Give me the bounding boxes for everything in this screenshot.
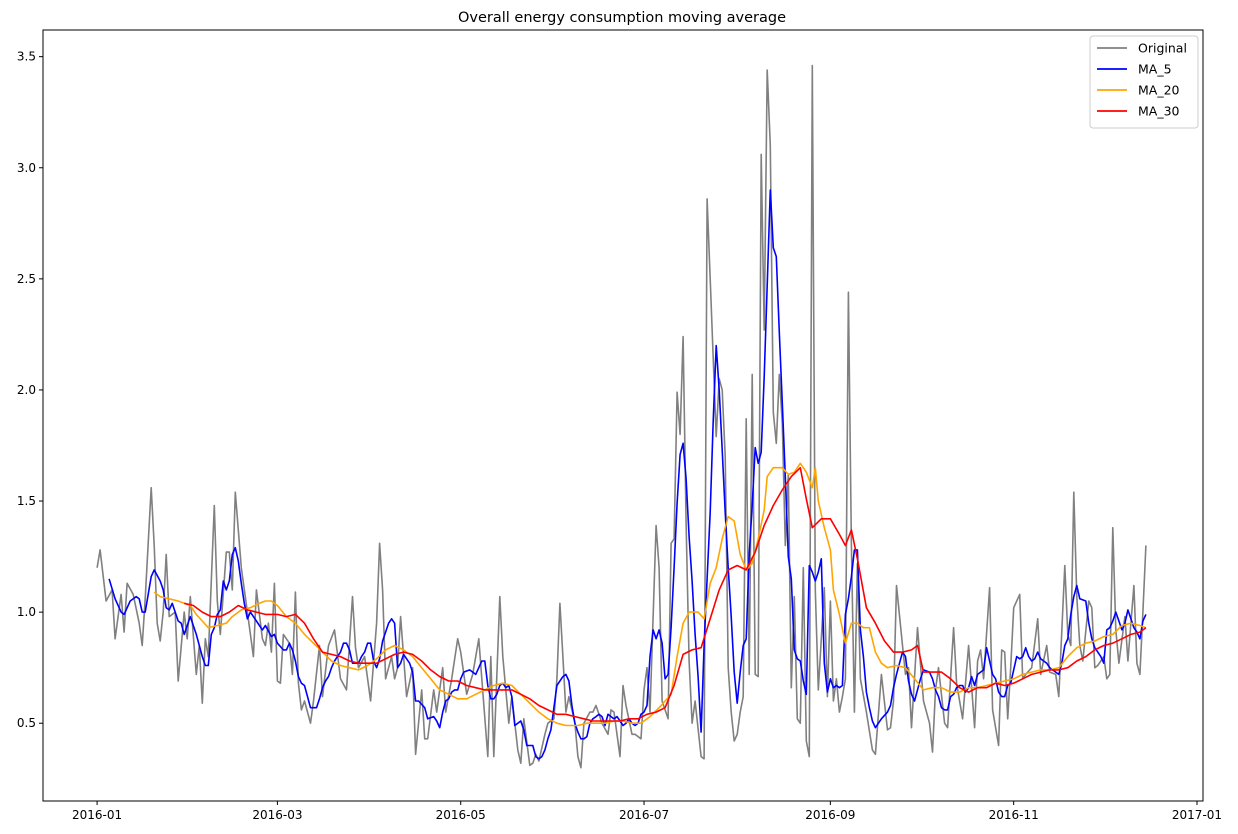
y-axis: 0.5 1.0 1.5 2.0 2.5 3.0 3.5: [17, 50, 43, 730]
y-tick-label: 1.5: [17, 494, 36, 508]
series-line-ma_5: [108, 189, 1147, 760]
series-line-original: [96, 64, 1147, 769]
y-tick-label: 2.0: [17, 383, 36, 397]
legend-frame: [1089, 35, 1199, 129]
y-tick-label: 0.5: [17, 716, 36, 730]
x-tick-label: 2016-11: [989, 808, 1039, 822]
x-tick-label: 2017-01: [1172, 808, 1222, 822]
x-axis: 2016-01 2016-03 2016-05 2016-07 2016-09 2016-…: [72, 801, 1222, 822]
series-layer: [96, 64, 1147, 769]
x-tick-label: 2016-07: [619, 808, 669, 822]
x-tick-label: 2016-05: [436, 808, 486, 822]
y-tick-label: 2.5: [17, 272, 36, 286]
y-tick-label: 3.5: [17, 50, 36, 64]
legend-label-ma_5: MA_5: [1138, 62, 1172, 77]
x-tick-label: 2016-01: [72, 808, 122, 822]
axes-frame: [42, 29, 1204, 802]
x-tick-label: 2016-03: [252, 808, 302, 822]
y-tick-label: 1.0: [17, 605, 36, 619]
x-tick-label: 2016-09: [805, 808, 855, 822]
series-line-ma_30: [184, 466, 1147, 722]
chart-title: Overall energy consumption moving averag…: [458, 10, 786, 26]
y-tick-label: 3.0: [17, 161, 36, 175]
legend: Original MA_5 MA_20 MA_30: [1089, 35, 1199, 129]
legend-label-original: Original: [1138, 41, 1187, 56]
legend-label-ma_20: MA_20: [1138, 83, 1180, 98]
legend-label-ma_30: MA_30: [1138, 104, 1180, 119]
plot-area: 2016-01 2016-03 2016-05 2016-07 2016-09 2016-…: [17, 29, 1222, 822]
